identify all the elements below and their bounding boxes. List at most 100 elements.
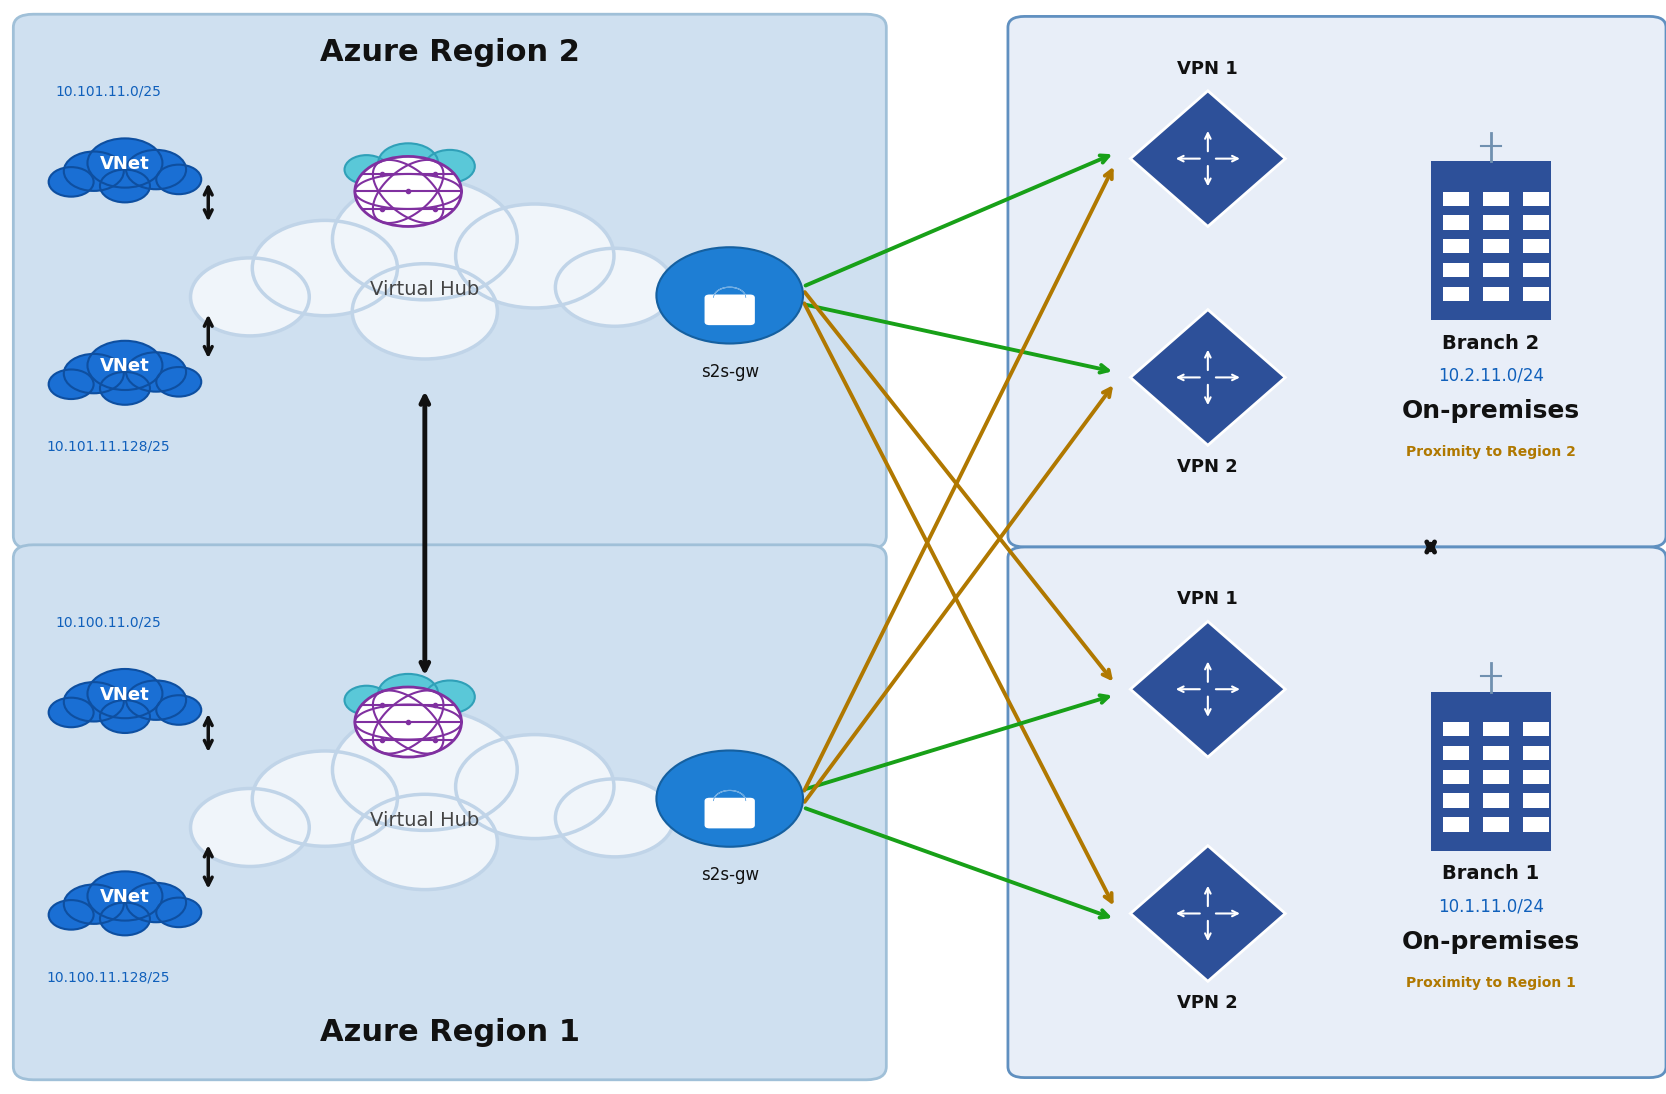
Circle shape	[102, 701, 148, 732]
FancyBboxPatch shape	[1443, 216, 1469, 230]
Circle shape	[333, 709, 516, 830]
Text: Virtual Hub: Virtual Hub	[370, 280, 480, 300]
Text: Branch 2: Branch 2	[1443, 334, 1539, 352]
Text: VPN 1: VPN 1	[1178, 591, 1238, 608]
Text: Azure Region 2: Azure Region 2	[320, 38, 580, 68]
FancyBboxPatch shape	[1483, 770, 1509, 784]
Circle shape	[157, 165, 202, 195]
Circle shape	[158, 697, 200, 724]
Circle shape	[157, 366, 202, 396]
FancyBboxPatch shape	[1483, 191, 1509, 206]
Circle shape	[352, 794, 498, 889]
Circle shape	[128, 151, 185, 188]
FancyBboxPatch shape	[1483, 240, 1509, 254]
Circle shape	[455, 203, 615, 309]
Circle shape	[345, 718, 505, 823]
Circle shape	[388, 168, 428, 195]
Circle shape	[380, 144, 436, 182]
Circle shape	[157, 897, 202, 928]
Circle shape	[388, 699, 428, 725]
Circle shape	[48, 900, 93, 930]
Text: VNet: VNet	[100, 686, 150, 703]
Circle shape	[347, 687, 387, 713]
FancyBboxPatch shape	[1483, 722, 1509, 736]
FancyBboxPatch shape	[1443, 240, 1469, 254]
FancyBboxPatch shape	[1523, 746, 1549, 760]
Circle shape	[65, 683, 122, 720]
Polygon shape	[1130, 621, 1286, 757]
Circle shape	[426, 151, 473, 182]
Circle shape	[252, 750, 398, 847]
Circle shape	[455, 734, 615, 839]
Circle shape	[656, 750, 803, 847]
FancyBboxPatch shape	[13, 545, 886, 1080]
Circle shape	[426, 682, 473, 712]
Circle shape	[387, 167, 430, 196]
FancyBboxPatch shape	[1483, 793, 1509, 807]
Circle shape	[555, 779, 675, 857]
Circle shape	[656, 247, 803, 344]
FancyBboxPatch shape	[1483, 216, 1509, 230]
FancyBboxPatch shape	[1443, 287, 1469, 301]
FancyBboxPatch shape	[1483, 263, 1509, 277]
Text: Proximity to Region 1: Proximity to Region 1	[1406, 976, 1576, 990]
Circle shape	[88, 341, 162, 389]
Circle shape	[568, 256, 661, 318]
FancyBboxPatch shape	[1443, 263, 1469, 277]
Text: Branch 1: Branch 1	[1443, 864, 1539, 883]
Circle shape	[63, 353, 123, 393]
Circle shape	[378, 143, 438, 183]
Circle shape	[352, 264, 498, 359]
Circle shape	[203, 266, 297, 328]
FancyBboxPatch shape	[1523, 793, 1549, 807]
FancyBboxPatch shape	[705, 294, 755, 325]
Text: VPN 2: VPN 2	[1178, 458, 1238, 476]
FancyBboxPatch shape	[1523, 240, 1549, 254]
FancyBboxPatch shape	[1523, 216, 1549, 230]
Text: 10.101.11.128/25: 10.101.11.128/25	[47, 440, 170, 454]
FancyBboxPatch shape	[1443, 191, 1469, 206]
Circle shape	[378, 674, 438, 713]
FancyBboxPatch shape	[1483, 746, 1509, 760]
Circle shape	[555, 248, 675, 326]
Polygon shape	[1130, 91, 1286, 226]
Circle shape	[90, 873, 160, 919]
Text: VPN 1: VPN 1	[1178, 60, 1238, 78]
Text: 10.101.11.0/25: 10.101.11.0/25	[55, 84, 162, 98]
Polygon shape	[1130, 846, 1286, 981]
FancyBboxPatch shape	[1483, 287, 1509, 301]
Circle shape	[468, 212, 601, 300]
Circle shape	[365, 803, 485, 882]
Circle shape	[127, 352, 187, 392]
Circle shape	[380, 675, 436, 712]
FancyBboxPatch shape	[1443, 722, 1469, 736]
Circle shape	[345, 187, 505, 292]
Circle shape	[190, 258, 310, 336]
Text: VPN 2: VPN 2	[1178, 994, 1238, 1012]
FancyBboxPatch shape	[1483, 817, 1509, 831]
Circle shape	[355, 156, 461, 226]
Circle shape	[127, 680, 187, 720]
FancyBboxPatch shape	[1523, 722, 1549, 736]
Text: On-premises: On-premises	[1403, 930, 1579, 954]
Circle shape	[65, 886, 122, 923]
FancyBboxPatch shape	[1443, 746, 1469, 760]
Circle shape	[203, 796, 297, 859]
FancyBboxPatch shape	[1431, 693, 1551, 851]
Circle shape	[88, 668, 162, 719]
Text: VNet: VNet	[100, 358, 150, 375]
Circle shape	[128, 682, 185, 719]
Circle shape	[65, 354, 122, 392]
Circle shape	[365, 272, 485, 351]
Circle shape	[50, 371, 92, 398]
Text: Virtual Hub: Virtual Hub	[370, 811, 480, 830]
Circle shape	[158, 899, 200, 926]
FancyBboxPatch shape	[1443, 817, 1469, 831]
FancyBboxPatch shape	[1523, 263, 1549, 277]
Circle shape	[50, 901, 92, 929]
Text: 10.1.11.0/24: 10.1.11.0/24	[1438, 897, 1544, 915]
Circle shape	[100, 372, 150, 405]
Circle shape	[347, 156, 387, 183]
FancyBboxPatch shape	[1431, 161, 1551, 319]
Circle shape	[127, 883, 187, 922]
